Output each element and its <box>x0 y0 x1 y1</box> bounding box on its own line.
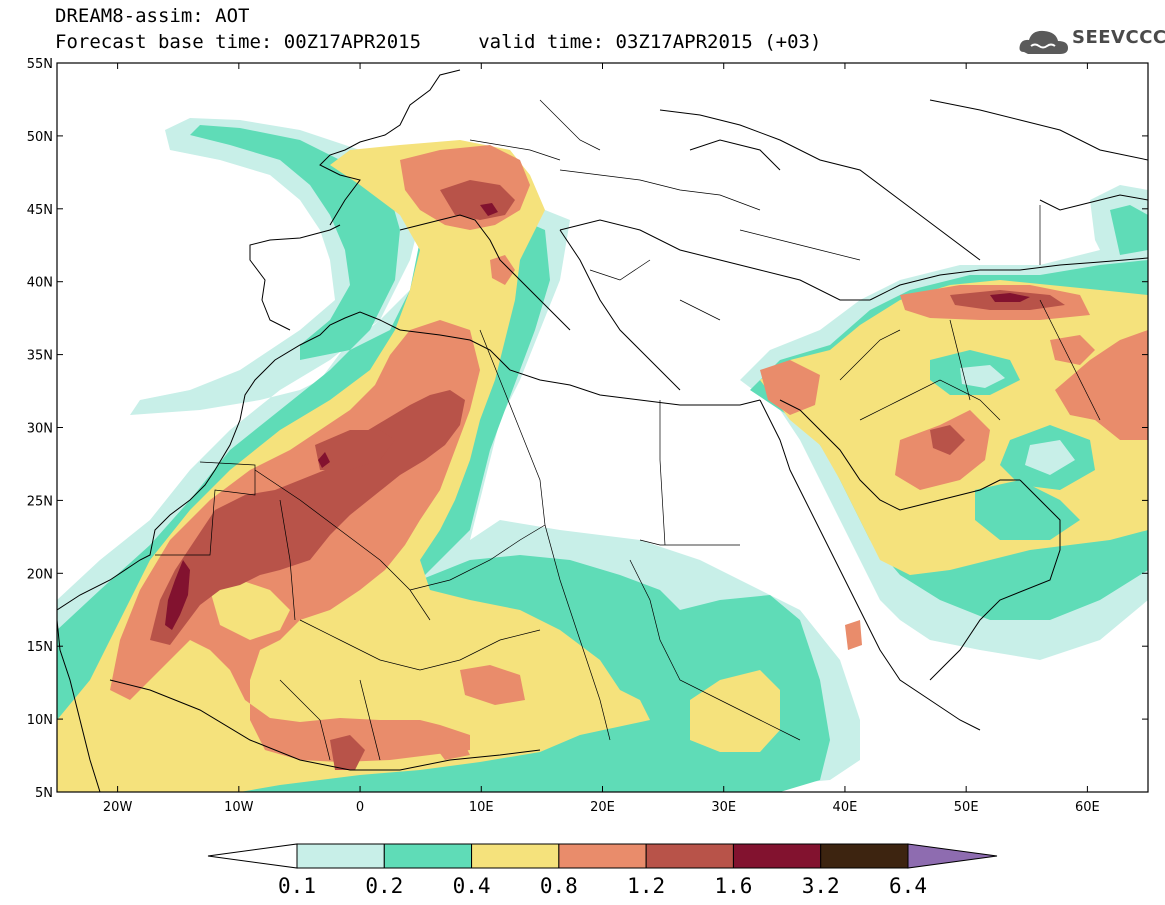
lon-tick-label: 10E <box>469 800 494 815</box>
colorbar-label: 0.8 <box>540 874 578 898</box>
lat-tick-label: 10N <box>27 713 53 728</box>
colorbar-swatch <box>558 843 647 869</box>
lat-tick-label: 55N <box>27 57 53 72</box>
latitude-axis: 5N 10N 15N 20N 25N 30N 35N 40N 45N 50N 55N <box>27 57 1148 801</box>
lon-tick-label: 50E <box>954 800 979 815</box>
colorbar-swatch <box>732 843 822 869</box>
lat-tick-label: 25N <box>27 494 53 509</box>
colorbar-swatch <box>471 843 560 869</box>
longitude-axis: 20W 10W 0 10E 20E 30E 40E 50E 60E <box>103 63 1100 815</box>
lat-tick-label: 35N <box>27 349 53 364</box>
lon-tick-label: 0 <box>356 800 364 815</box>
country-borders <box>155 99 1101 761</box>
colorbar-label: 1.6 <box>714 874 752 898</box>
colorbar-label: 0.1 <box>278 874 316 898</box>
lon-tick-label: 40E <box>833 800 858 815</box>
lat-tick-label: 40N <box>27 276 53 291</box>
aot-0.2-0.4-inner <box>930 350 1095 540</box>
colorbar-label: 0.2 <box>365 874 403 898</box>
lon-tick-label: 20W <box>103 800 133 815</box>
aot-0.1-0.2-inner <box>960 365 1075 475</box>
colorbar-swatch <box>820 843 909 869</box>
lon-tick-label: 30E <box>711 800 736 815</box>
colorbar-swatch <box>296 843 385 869</box>
colorbar-label: 0.4 <box>453 874 491 898</box>
aot-1.2-1.6 <box>150 180 1065 770</box>
lon-tick-label: 60E <box>1075 800 1100 815</box>
colorbar-under-triangle <box>207 843 298 869</box>
colorbar-label: 1.2 <box>627 874 665 898</box>
colorbar-label: 3.2 <box>802 874 840 898</box>
colorbar-swatch <box>645 843 734 869</box>
lon-tick-label: 10W <box>224 800 254 815</box>
lat-tick-label: 30N <box>27 422 53 437</box>
colorbar-swatch <box>383 843 473 869</box>
lat-tick-label: 50N <box>27 130 53 145</box>
lat-tick-label: 45N <box>27 203 53 218</box>
colorbar-over-triangle <box>907 843 998 869</box>
logo-text: SEEVCCC <box>1072 27 1165 48</box>
lat-tick-label: 15N <box>27 640 53 655</box>
colorbar-label: 6.4 <box>889 874 927 898</box>
colorbar: 0.1 0.2 0.4 0.8 1.2 1.6 3.2 6.4 <box>207 843 998 898</box>
lat-tick-label: 20N <box>27 567 53 582</box>
seevccc-logo <box>1019 30 1068 54</box>
cloud-icon <box>1019 30 1068 54</box>
forecast-time-subtitle: Forecast base time: 00Z17APR2015 valid t… <box>55 31 822 53</box>
coastlines <box>57 69 1148 792</box>
lon-tick-label: 20E <box>590 800 615 815</box>
aot-fields <box>57 118 1148 792</box>
map-title: DREAM8-assim: AOT <box>55 5 250 27</box>
lat-tick-label: 5N <box>35 786 53 801</box>
aot-1.6-3.2 <box>165 203 1030 630</box>
